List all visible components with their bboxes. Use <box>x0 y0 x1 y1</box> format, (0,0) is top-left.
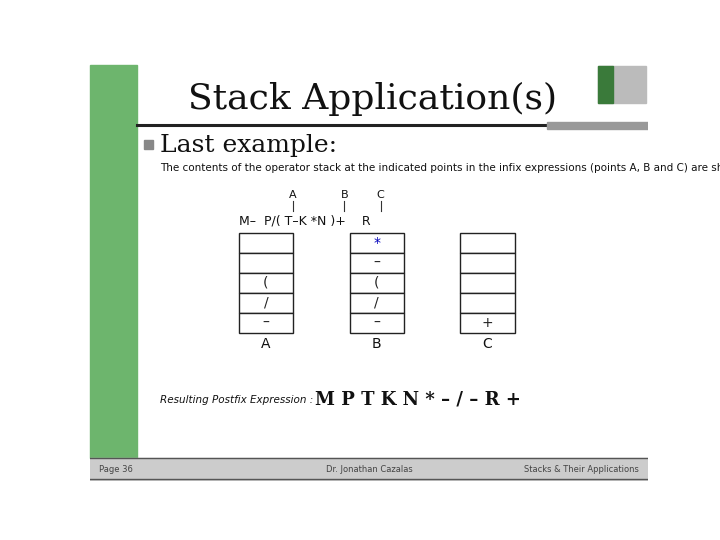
Text: M P T K N * – / – R +: M P T K N * – / – R + <box>315 391 521 409</box>
Bar <box>547 122 648 129</box>
Bar <box>461 233 515 253</box>
Bar <box>239 313 293 333</box>
Text: –: – <box>263 316 269 330</box>
Text: The contents of the operator stack at the indicated points in the infix expressi: The contents of the operator stack at th… <box>160 164 720 173</box>
Text: C: C <box>377 190 384 200</box>
Text: *: * <box>373 235 380 249</box>
Text: Last example:: Last example: <box>160 134 337 157</box>
Bar <box>239 273 293 293</box>
Bar <box>350 313 404 333</box>
Text: +: + <box>482 316 493 330</box>
Bar <box>90 65 137 457</box>
Bar <box>461 273 515 293</box>
Text: C: C <box>482 336 492 350</box>
Bar <box>598 66 613 103</box>
Text: /: / <box>264 296 269 310</box>
Bar <box>461 253 515 273</box>
Text: Stack Application(s): Stack Application(s) <box>189 83 557 117</box>
Text: Page 36: Page 36 <box>99 464 133 474</box>
Bar <box>350 273 404 293</box>
Text: A: A <box>289 190 297 200</box>
Text: –: – <box>373 256 380 269</box>
Text: M–  P/( T–K *N )+    R: M– P/( T–K *N )+ R <box>239 215 370 228</box>
Bar <box>461 293 515 313</box>
Text: Dr. Jonathan Cazalas: Dr. Jonathan Cazalas <box>325 464 413 474</box>
Bar <box>239 293 293 313</box>
Text: (: ( <box>264 276 269 289</box>
Bar <box>144 140 153 148</box>
Text: B: B <box>372 336 382 350</box>
Text: /: / <box>374 296 379 310</box>
Text: –: – <box>373 316 380 330</box>
Text: B: B <box>341 190 348 200</box>
Bar <box>350 293 404 313</box>
Bar <box>90 457 648 481</box>
Text: (: ( <box>374 276 379 289</box>
Text: A: A <box>261 336 271 350</box>
Bar <box>598 66 647 103</box>
Text: Resulting Postfix Expression :: Resulting Postfix Expression : <box>160 395 313 405</box>
Bar <box>350 233 404 253</box>
Bar <box>239 233 293 253</box>
Bar <box>350 253 404 273</box>
Bar <box>239 253 293 273</box>
Bar <box>461 313 515 333</box>
Text: Stacks & Their Applications: Stacks & Their Applications <box>524 464 639 474</box>
